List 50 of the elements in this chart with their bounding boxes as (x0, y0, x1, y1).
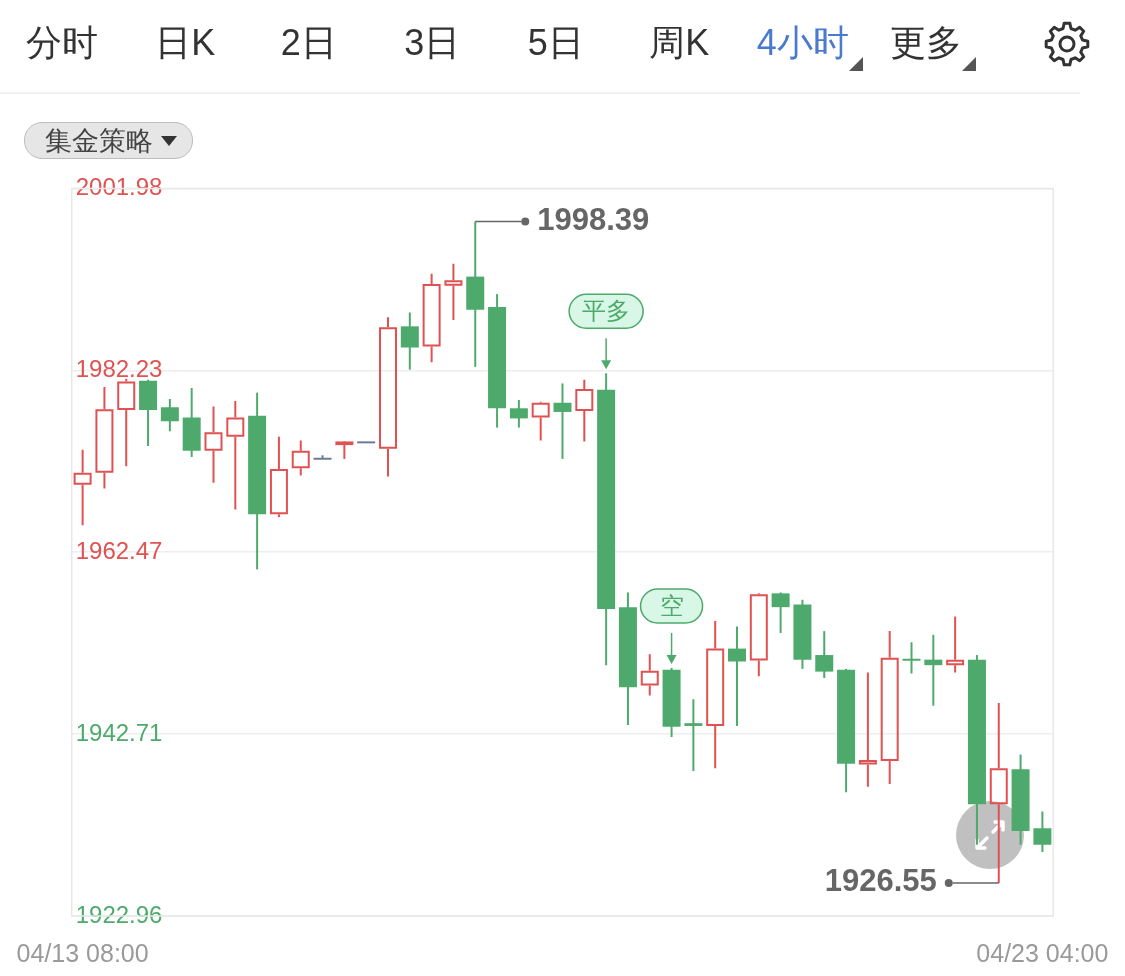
text: 集金策略 (45, 124, 153, 158)
y-tick-label: 1962.47 (75, 536, 163, 564)
candlestick (793, 599, 812, 669)
candlestick (312, 454, 333, 461)
candlestick (400, 312, 419, 370)
candlestick (771, 592, 790, 633)
category-label: 3日 (404, 22, 461, 63)
annotation: 1926.55 (824, 863, 937, 899)
candlestick (684, 699, 703, 772)
candlestick (880, 630, 899, 785)
candlestick (182, 388, 201, 458)
candlestick (291, 439, 310, 477)
candlestick (204, 405, 223, 484)
category-label: 2日 (280, 22, 337, 63)
y-tick-label: 1942.71 (75, 718, 163, 746)
candlestick (356, 441, 377, 444)
category-label: 周K (649, 22, 710, 63)
candlestick (901, 641, 922, 675)
candlestick (749, 594, 768, 678)
x-tick-label: 04/23 04:00 (976, 938, 1109, 967)
candlestick (269, 435, 288, 518)
candlestick (858, 671, 877, 788)
y-tick-label: 1982.23 (75, 354, 163, 382)
candlestick (575, 378, 594, 443)
candlestick (946, 615, 965, 674)
candlestick (160, 399, 179, 432)
category-label: 5日 (527, 22, 584, 63)
candlestick (444, 262, 463, 321)
category-label: 更多 (890, 22, 963, 63)
candlestick (815, 631, 834, 679)
candlestick (531, 402, 550, 442)
candlestick (706, 619, 725, 770)
candlestick (640, 653, 659, 697)
annotation: 平多 (582, 296, 631, 324)
candlestick (335, 441, 354, 459)
candlestick (1033, 811, 1052, 853)
candlestick (73, 448, 92, 527)
candlestick (989, 701, 1008, 884)
candlestick (422, 272, 441, 364)
candlestick (226, 399, 245, 511)
candlestick (117, 377, 136, 468)
y-tick-label: 1922.96 (75, 900, 163, 928)
category-label: 日K (155, 22, 216, 63)
x-tick-label: 04/13 08:00 (16, 938, 149, 967)
annotation: 空 (659, 591, 684, 619)
candlestick (379, 316, 397, 478)
annotation: 1998.39 (537, 202, 650, 237)
category-label: 4小时 (756, 22, 849, 63)
candlestick (95, 386, 114, 490)
category-label: 分时 (25, 22, 98, 63)
